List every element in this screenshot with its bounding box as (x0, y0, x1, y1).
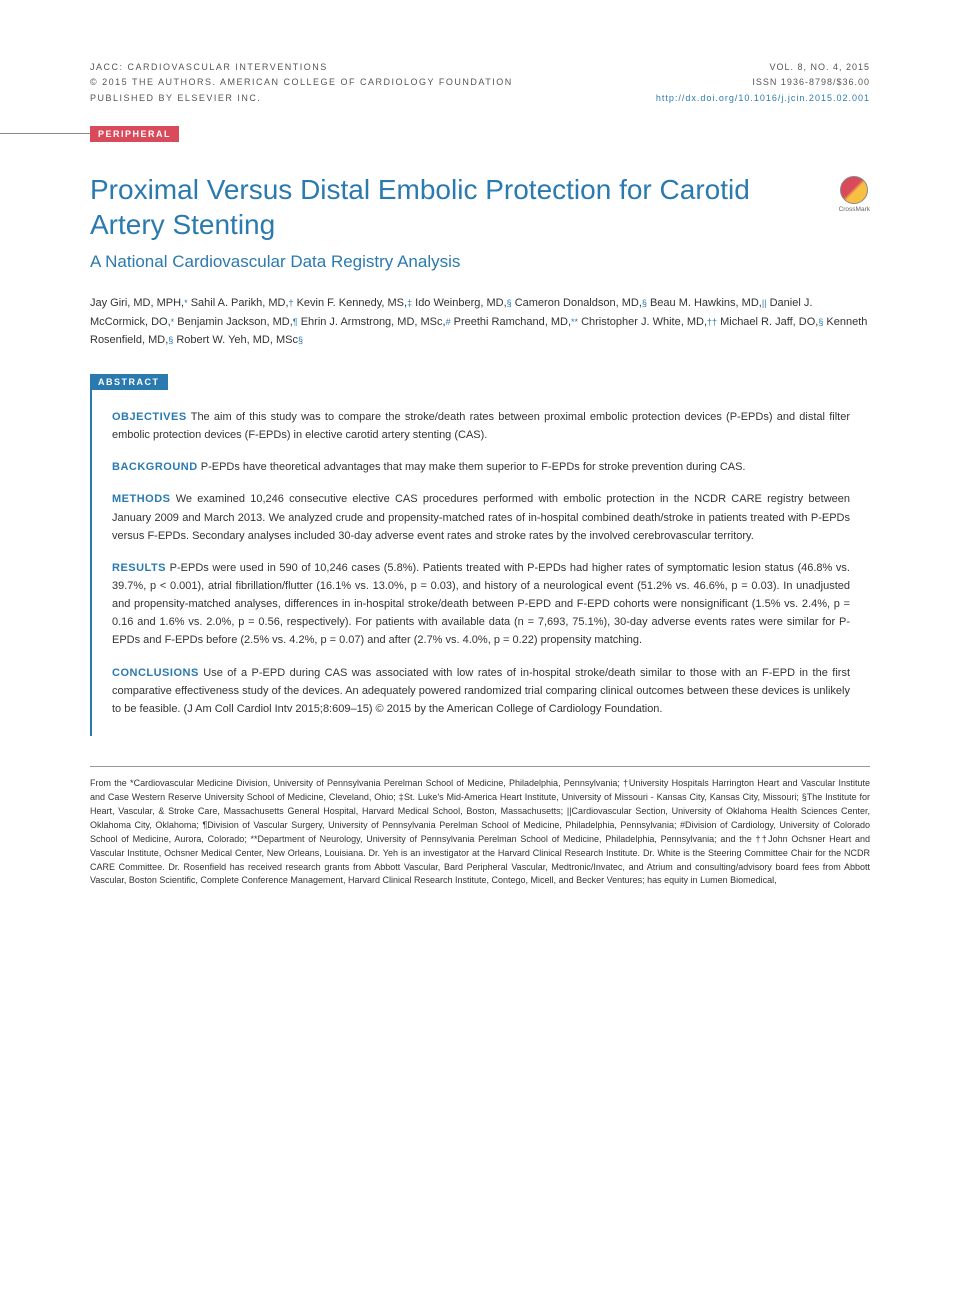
header-left: JACC: CARDIOVASCULAR INTERVENTIONS © 201… (90, 60, 513, 106)
abstract-objectives: OBJECTIVES The aim of this study was to … (112, 408, 850, 444)
author-list: Jay Giri, MD, MPH,* Sahil A. Parikh, MD,… (90, 294, 870, 350)
journal-header: JACC: CARDIOVASCULAR INTERVENTIONS © 201… (90, 60, 870, 106)
abs-text-methods: We examined 10,246 consecutive elective … (112, 493, 850, 541)
article-title: Proximal Versus Distal Embolic Protectio… (90, 172, 829, 242)
abs-label-methods: METHODS (112, 493, 171, 505)
abs-label-objectives: OBJECTIVES (112, 411, 187, 423)
title-row: Proximal Versus Distal Embolic Protectio… (90, 172, 870, 294)
copyright-line: © 2015 THE AUTHORS. AMERICAN COLLEGE OF … (90, 75, 513, 90)
publisher-line: PUBLISHED BY ELSEVIER INC. (90, 91, 513, 106)
footnote-divider (90, 766, 870, 767)
crossmark-label: CrossMark (839, 206, 870, 213)
title-block: Proximal Versus Distal Embolic Protectio… (90, 172, 829, 294)
abstract-tag: ABSTRACT (90, 374, 168, 390)
page-container: JACC: CARDIOVASCULAR INTERVENTIONS © 201… (0, 0, 960, 938)
crossmark-badge[interactable]: CrossMark (839, 176, 870, 213)
section-divider: PERIPHERAL (0, 126, 870, 142)
issn-info: ISSN 1936-8798/$36.00 (656, 75, 870, 90)
abstract-conclusions: CONCLUSIONS Use of a P-EPD during CAS wa… (112, 664, 850, 718)
abs-label-results: RESULTS (112, 562, 166, 574)
section-tag: PERIPHERAL (90, 126, 179, 142)
abs-label-conclusions: CONCLUSIONS (112, 667, 199, 679)
article-subtitle: A National Cardiovascular Data Registry … (90, 252, 829, 272)
header-right: VOL. 8, NO. 4, 2015 ISSN 1936-8798/$36.0… (656, 60, 870, 106)
divider-line (0, 133, 90, 134)
abs-text-conclusions: Use of a P-EPD during CAS was associated… (112, 667, 850, 715)
abs-text-objectives: The aim of this study was to compare the… (112, 411, 850, 441)
abstract-methods: METHODS We examined 10,246 consecutive e… (112, 490, 850, 544)
crossmark-icon (840, 176, 868, 204)
affiliations-footnote: From the *Cardiovascular Medicine Divisi… (90, 777, 870, 889)
abs-text-results: P-EPDs were used in 590 of 10,246 cases … (112, 562, 850, 647)
abstract-box: OBJECTIVES The aim of this study was to … (90, 390, 870, 736)
doi-link[interactable]: http://dx.doi.org/10.1016/j.jcin.2015.02… (656, 91, 870, 106)
abstract-background: BACKGROUND P-EPDs have theoretical advan… (112, 458, 850, 476)
abstract-results: RESULTS P-EPDs were used in 590 of 10,24… (112, 559, 850, 650)
volume-info: VOL. 8, NO. 4, 2015 (656, 60, 870, 75)
abs-label-background: BACKGROUND (112, 461, 198, 473)
abs-text-background: P-EPDs have theoretical advantages that … (201, 461, 746, 473)
journal-name: JACC: CARDIOVASCULAR INTERVENTIONS (90, 60, 513, 75)
